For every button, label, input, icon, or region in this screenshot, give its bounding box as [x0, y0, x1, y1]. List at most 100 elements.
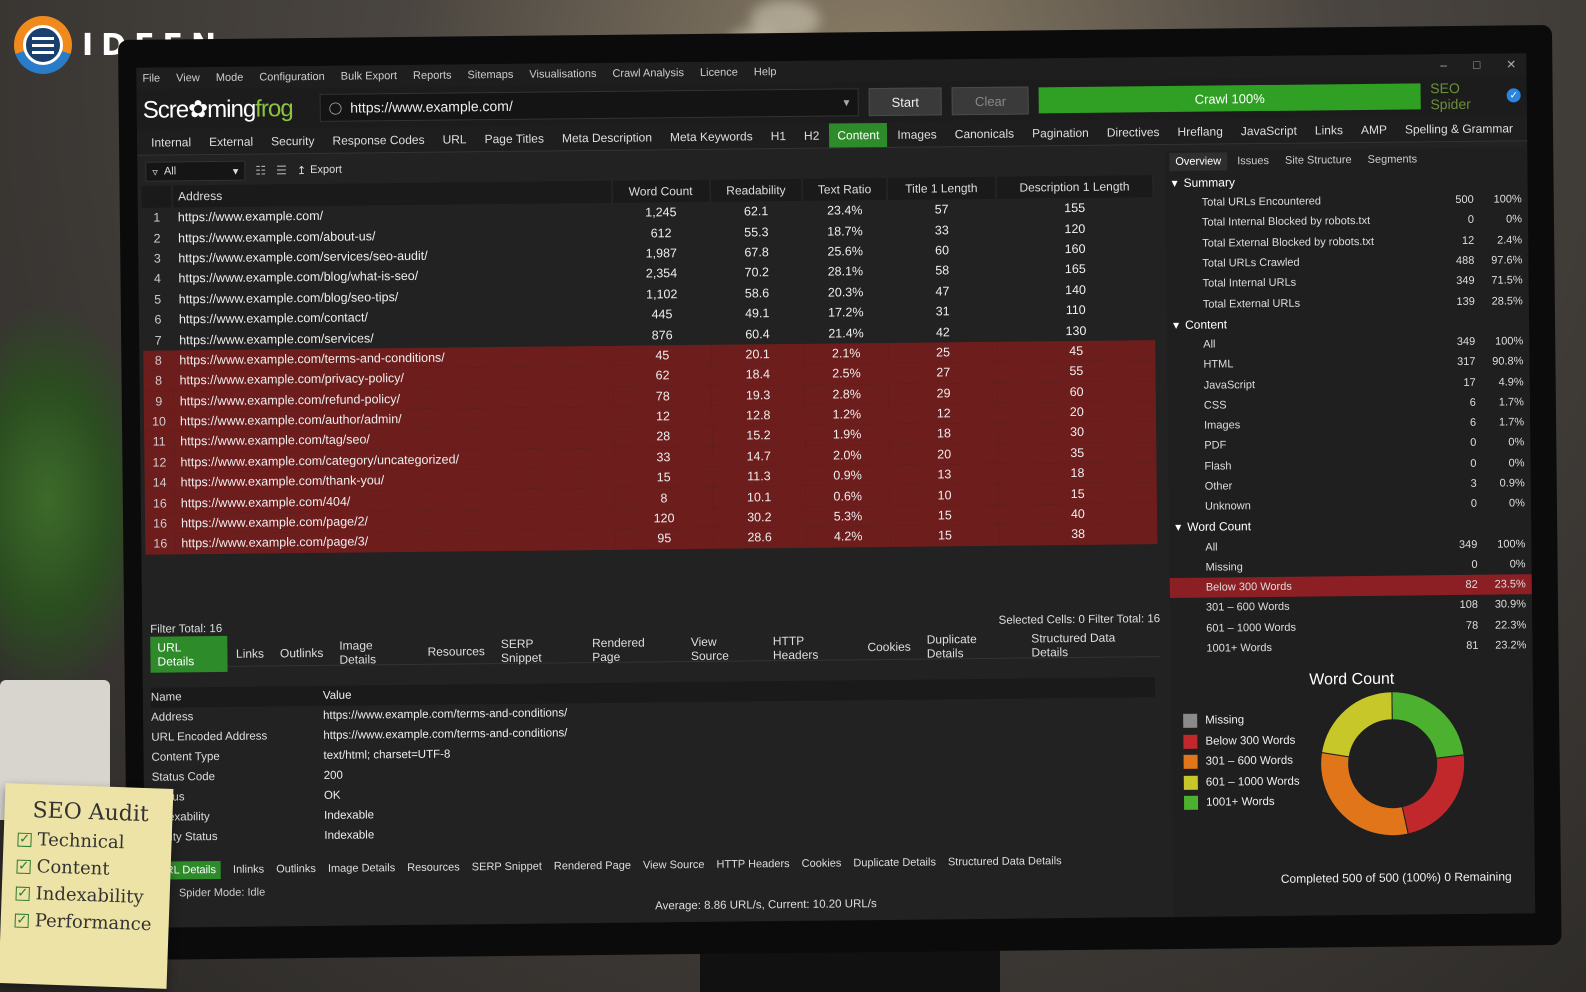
table-cell: 78 [613, 385, 712, 407]
menu-item[interactable]: View [176, 72, 200, 85]
bottom-tab[interactable]: Resources [407, 861, 460, 875]
right-tab[interactable]: Segments [1367, 153, 1418, 166]
table-cell: 20.1 [711, 343, 804, 365]
crawl-progress-bar: Crawl 100% [1038, 83, 1421, 114]
tab-content[interactable]: Content [829, 122, 888, 148]
table-cell: 19.3 [711, 384, 805, 406]
checkbox-icon: ✓ [16, 858, 31, 874]
tab-hreflang[interactable]: Hreflang [1177, 123, 1223, 139]
export-button[interactable]: ↥ Export [296, 163, 342, 177]
list-view-icon[interactable]: ☰ [276, 163, 287, 178]
column-header[interactable]: Title 1 Length [886, 176, 996, 200]
table-cell: 47 [935, 284, 950, 299]
bottom-tab[interactable]: Cookies [801, 857, 842, 870]
tab-response-codes[interactable]: Response Codes [332, 132, 425, 148]
menu-item[interactable]: Mode [215, 71, 244, 84]
donut-slice-1001-words [1391, 691, 1465, 759]
detail-tab[interactable]: URL Details [150, 635, 228, 673]
filter-select[interactable]: ▿ All ▾ [145, 160, 246, 182]
tab-h1[interactable]: H1 [770, 128, 787, 143]
table-cell: 31 [935, 304, 950, 319]
tab-spelling-grammar[interactable]: Spelling & Grammar [1404, 120, 1514, 137]
chevron-down-icon[interactable]: ▾ [843, 95, 850, 110]
table-cell: 16 [145, 533, 176, 555]
table-cell: 62.1 [743, 204, 769, 219]
right-tab[interactable]: Overview [1169, 152, 1228, 171]
table-cell: 14 [144, 472, 175, 494]
tab-links[interactable]: Links [1314, 122, 1343, 137]
bottom-tab[interactable]: Structured Data Details [947, 855, 1062, 869]
table-cell: 25 [888, 341, 998, 364]
tab-url[interactable]: URL [442, 131, 467, 147]
detail-tab[interactable]: Duplicate Details [926, 631, 977, 661]
overview-item[interactable]: 1001+ Words 81 23.2% [1206, 639, 1527, 655]
right-tab[interactable]: Site Structure [1284, 154, 1352, 167]
detail-tab[interactable]: Structured Data Details [1031, 630, 1116, 659]
tab-meta-keywords[interactable]: Meta Keywords [669, 128, 753, 144]
table-cell: 28.1% [827, 264, 864, 279]
tab-meta-description[interactable]: Meta Description [561, 129, 653, 145]
tab-canonicals[interactable]: Canonicals [954, 126, 1015, 141]
detail-tab[interactable]: Resources [427, 643, 485, 659]
menu-item[interactable]: Configuration [259, 70, 325, 84]
menu-item[interactable]: Reports [412, 69, 452, 82]
table-cell: 1.9% [804, 424, 890, 446]
tab-external[interactable]: External [209, 134, 254, 149]
column-header[interactable]: Readability [709, 178, 803, 202]
table-cell: 55.3 [744, 224, 769, 240]
menu-item[interactable]: Crawl Analysis [612, 67, 685, 80]
bottom-tab[interactable]: View Source [642, 858, 705, 872]
detail-tab[interactable]: Rendered Page [591, 635, 645, 664]
detail-tab[interactable]: Image Details [339, 637, 377, 667]
tab-amp[interactable]: AMP [1360, 122, 1387, 137]
menu-item[interactable]: Sitemaps [467, 68, 514, 82]
right-tab[interactable]: Issues [1237, 154, 1270, 168]
url-input[interactable]: ◯ https://www.example.com/ ▾ [319, 88, 859, 122]
tab-pagination[interactable]: Pagination [1032, 125, 1089, 140]
table-cell: 67.8 [744, 245, 769, 260]
wordcount-list: All 349 100% Missing 0 0% Below 300 Words 82 23.… [1169, 534, 1532, 660]
summary-list: Total URLs Encountered 500 100% Total Inter… [1166, 189, 1529, 315]
tab-h2[interactable]: H2 [803, 128, 820, 143]
bottom-tab[interactable]: Image Details [327, 862, 396, 875]
tab-images[interactable]: Images [897, 126, 937, 142]
bottom-tab[interactable]: Inlinks [232, 863, 265, 876]
tree-view-icon[interactable]: ☷ [255, 163, 267, 178]
tab-security[interactable]: Security [271, 133, 315, 148]
start-button[interactable]: Start [868, 87, 943, 117]
clear-button[interactable]: Clear [951, 86, 1030, 116]
tab-directives[interactable]: Directives [1106, 124, 1160, 140]
selected-cells: Selected Cells: 0 Filter Total: 16 [998, 613, 1161, 627]
column-header[interactable]: Text Ratio [802, 177, 888, 201]
bottom-tab[interactable]: Duplicate Details [853, 856, 936, 870]
bottom-tab[interactable]: SERP Snippet [471, 860, 542, 874]
brand-logo-icon [14, 16, 72, 74]
column-header[interactable]: Description 1 Length [995, 175, 1154, 199]
column-header[interactable]: Word Count [611, 179, 710, 203]
tab-javascript[interactable]: JavaScript [1240, 123, 1297, 138]
detail-tab[interactable]: HTTP Headers [772, 633, 819, 662]
detail-tab[interactable]: Outlinks [279, 645, 324, 660]
menu-item[interactable]: File [142, 72, 161, 85]
detail-tab[interactable]: View Source [690, 634, 730, 663]
detail-tab[interactable]: Links [235, 646, 265, 661]
menu-item[interactable]: Bulk Export [340, 70, 398, 83]
tab-internal[interactable]: Internal [150, 134, 192, 150]
maximize-icon[interactable]: □ [1472, 57, 1481, 72]
table-cell: 160 [1064, 241, 1086, 257]
menu-item[interactable]: Help [753, 66, 777, 79]
table-cell: 7 [154, 333, 162, 348]
tab-page-titles[interactable]: Page Titles [484, 131, 544, 146]
menu-item[interactable]: Licence [699, 66, 738, 79]
detail-tab[interactable]: SERP Snippet [500, 636, 542, 665]
close-icon[interactable]: ✕ [1506, 57, 1517, 72]
bottom-tab[interactable]: Outlinks [276, 862, 316, 876]
menu-item[interactable]: Visualisations [529, 67, 597, 81]
table-cell: 13 [889, 463, 999, 486]
legend-swatch [1183, 754, 1198, 770]
detail-tab[interactable]: Cookies [867, 639, 911, 654]
bottom-tab[interactable]: Rendered Page [553, 859, 631, 873]
table-cell: 12 [144, 452, 175, 473]
minimize-icon[interactable]: – [1440, 58, 1448, 73]
bottom-tab[interactable]: HTTP Headers [716, 858, 790, 871]
